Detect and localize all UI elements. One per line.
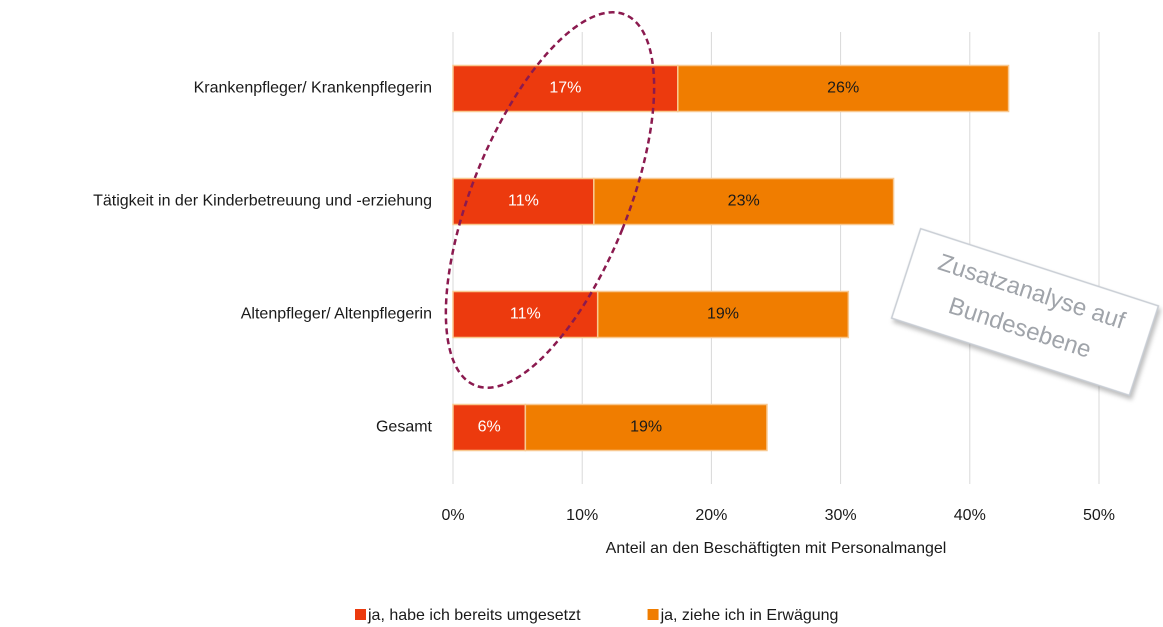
data-label: 11% [510, 306, 541, 323]
legend-swatch [355, 609, 366, 620]
y-tick-label: Gesamt [376, 419, 433, 436]
x-axis-title: Anteil an den Beschäftigten mit Personal… [606, 540, 947, 557]
bar-segment [452, 403, 527, 452]
x-tick-label: 0% [441, 507, 464, 524]
bar-segment [524, 403, 768, 452]
x-tick-label: 40% [954, 507, 986, 524]
bar-segment [677, 64, 1010, 113]
legend-swatch [647, 609, 659, 620]
bar-segment [593, 177, 895, 226]
x-tick-label: 20% [695, 507, 727, 524]
y-tick-label: Altenpfleger/ Altenpflegerin [241, 306, 432, 323]
y-tick-label: Tätigkeit in der Kinderbetreuung und -er… [93, 193, 432, 210]
annotation-box: Zusatzanalyse auf Bundesebene [890, 227, 1160, 397]
highlight-ellipse [444, 11, 656, 389]
bar-segment [596, 290, 850, 339]
data-label: 19% [707, 306, 739, 323]
y-tick-label: Krankenpfleger/ Krankenpflegerin [194, 80, 432, 97]
legend-label: ja, habe ich bereits umgesetzt [367, 607, 581, 624]
annotation-frame [890, 227, 1160, 397]
x-tick-label: 10% [566, 507, 598, 524]
data-label: 11% [508, 193, 539, 210]
data-label: 19% [630, 419, 662, 436]
data-label: 17% [549, 80, 581, 97]
bar-segment [452, 64, 679, 113]
data-label: 26% [827, 80, 859, 97]
bar-segment [452, 290, 599, 339]
x-tick-label: 50% [1083, 507, 1115, 524]
legend-label: ja, ziehe ich in Erwägung [660, 607, 839, 624]
x-tick-label: 30% [825, 507, 857, 524]
data-label: 6% [478, 419, 501, 436]
data-label: 23% [728, 193, 760, 210]
